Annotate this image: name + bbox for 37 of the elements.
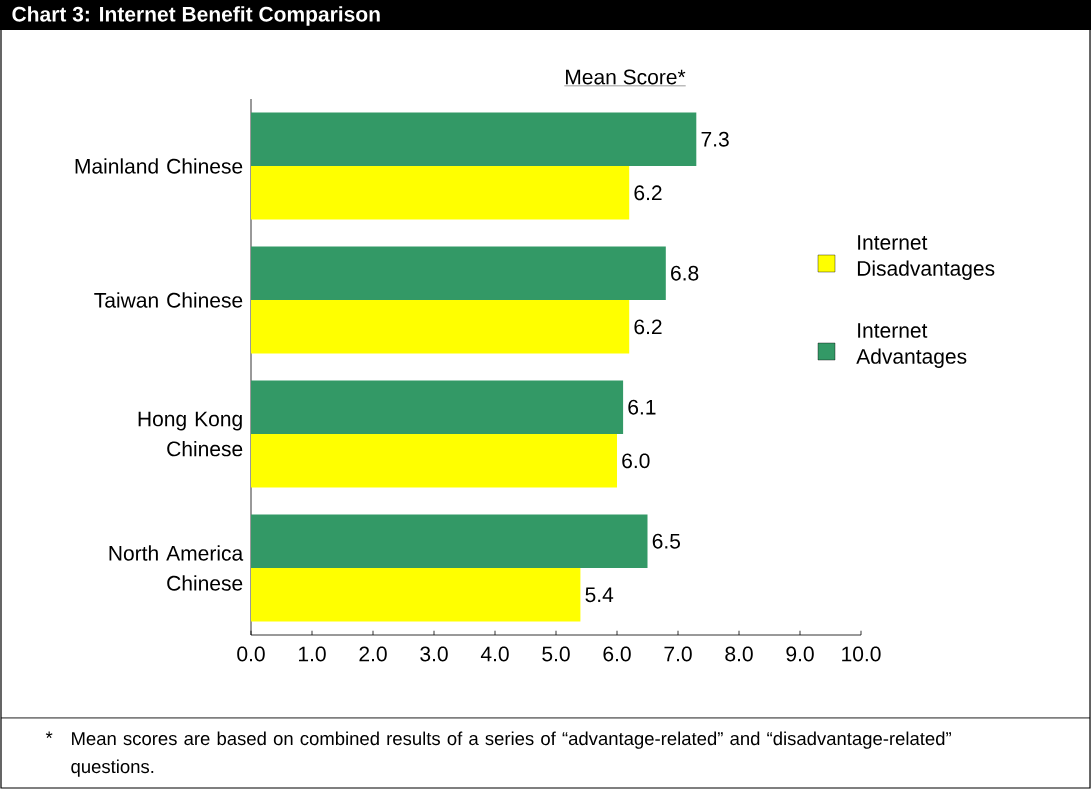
chart-subtitle: Mean Score* bbox=[566, 69, 686, 85]
x-tick-label: 3.0 bbox=[420, 646, 448, 662]
x-tick-label: 2.0 bbox=[359, 646, 387, 662]
data-label: 6.5 bbox=[652, 533, 681, 549]
x-tick-label: 5.0 bbox=[542, 646, 570, 662]
bar bbox=[251, 112, 697, 167]
x-tick-label: 9.0 bbox=[786, 646, 814, 662]
data-label: 6.2 bbox=[634, 319, 662, 335]
bar bbox=[251, 166, 630, 220]
legend-label: Internet Advantages bbox=[856, 323, 967, 369]
y-tick-label: Mainland Chinese bbox=[75, 158, 243, 174]
y-tick-label: North America Chinese bbox=[109, 545, 244, 591]
data-label: 6.2 bbox=[634, 185, 662, 201]
y-tick-label: Hong Kong Chinese bbox=[138, 411, 243, 457]
data-label: 7.3 bbox=[701, 131, 729, 147]
data-label: 6.8 bbox=[671, 265, 699, 281]
text: Mean scores are based on combined results of a series of “advantage-related” and “disadvantage-related” questions. bbox=[71, 731, 951, 777]
chart-title: Chart 3: Internet Benefit Comparison bbox=[12, 6, 380, 26]
bar bbox=[251, 514, 648, 569]
x-tick-label: 6.0 bbox=[603, 646, 631, 662]
x-tick-label: 7.0 bbox=[664, 646, 692, 662]
x-tick-label: 8.0 bbox=[725, 646, 753, 662]
data-label: 5.4 bbox=[585, 587, 614, 603]
y-tick-label: Taiwan Chinese bbox=[94, 292, 243, 308]
bar bbox=[251, 380, 624, 435]
text: * bbox=[45, 731, 53, 739]
data-label: 6.0 bbox=[622, 453, 650, 469]
bar bbox=[251, 434, 618, 488]
legend-label: Internet Disadvantages bbox=[857, 235, 995, 281]
x-tick-label: 10.0 bbox=[842, 646, 881, 662]
bar bbox=[251, 300, 630, 354]
bar bbox=[251, 246, 666, 301]
x-tick-label: 0.0 bbox=[237, 646, 265, 662]
bar bbox=[251, 568, 581, 622]
data-label: 6.1 bbox=[628, 399, 656, 415]
x-tick-label: 1.0 bbox=[299, 646, 326, 662]
x-tick-label: 4.0 bbox=[480, 646, 509, 662]
